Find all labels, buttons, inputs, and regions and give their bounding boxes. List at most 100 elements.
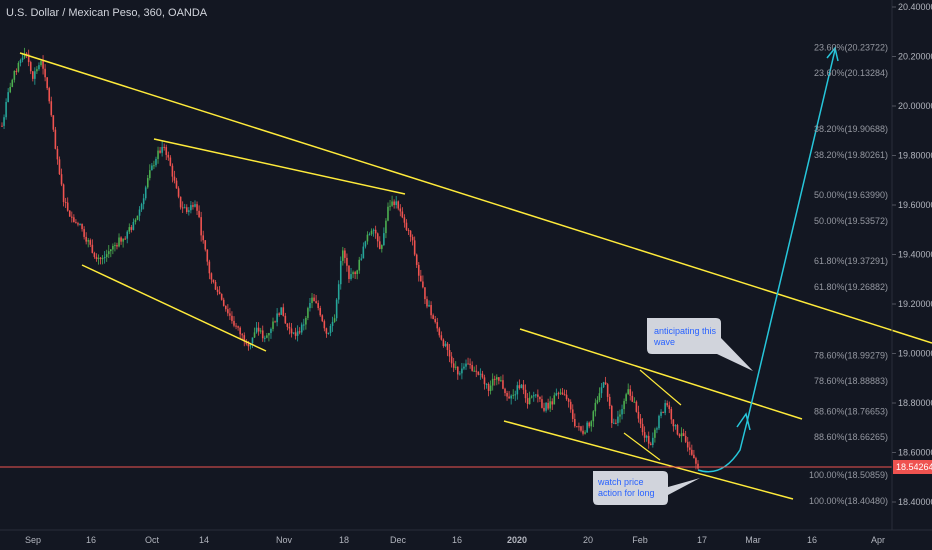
candle-body bbox=[649, 443, 652, 445]
x-axis[interactable]: Sep 16 Oct 14 Nov 18 Dec 16 2020 20 Feb 17 Mar 16 Apr bbox=[25, 535, 885, 545]
candle-body bbox=[555, 393, 558, 396]
candle-body bbox=[424, 287, 426, 300]
candle-body bbox=[454, 366, 457, 368]
candle-body bbox=[50, 101, 53, 116]
candle-body bbox=[167, 154, 170, 158]
upper-trendline-oct-dec[interactable] bbox=[153, 138, 406, 195]
candle-body bbox=[196, 204, 198, 211]
candle-body bbox=[216, 289, 219, 292]
wedge-lower-line[interactable] bbox=[623, 432, 661, 461]
candle-body bbox=[138, 209, 141, 216]
candle-body bbox=[339, 260, 342, 285]
candle-body bbox=[56, 148, 59, 160]
candle-body bbox=[508, 396, 510, 399]
channel-lower-line[interactable] bbox=[503, 420, 794, 500]
candle-body bbox=[409, 230, 412, 237]
candle-body bbox=[185, 207, 188, 212]
y-axis[interactable]: 20.40000 20.20000 20.00000 19.80000 19.60000… bbox=[892, 2, 932, 507]
candle-body bbox=[358, 259, 361, 271]
candle-body bbox=[309, 302, 311, 309]
candle-body bbox=[407, 229, 410, 231]
callout-watch-price[interactable]: watch price action for long bbox=[593, 471, 700, 505]
candle-body bbox=[467, 363, 469, 365]
candle-body bbox=[103, 257, 106, 259]
main-down-trendline[interactable] bbox=[19, 52, 932, 344]
price-tag-text: 18.54264 bbox=[896, 462, 932, 472]
candle-body bbox=[676, 425, 679, 435]
candle-body bbox=[512, 394, 515, 396]
candle-body bbox=[243, 335, 246, 342]
channel-upper-line[interactable] bbox=[519, 328, 803, 420]
candle-body bbox=[5, 101, 7, 118]
candle-body bbox=[79, 223, 81, 225]
callout-anticipating-wave[interactable]: anticipating this wave bbox=[647, 318, 753, 371]
candle-body bbox=[93, 252, 96, 257]
candle-body bbox=[313, 297, 315, 302]
candle-body bbox=[25, 53, 28, 55]
candle-body bbox=[153, 165, 155, 167]
y-tick-label: 19.40000 bbox=[898, 250, 932, 260]
candle-body bbox=[588, 422, 590, 427]
candle-body bbox=[95, 256, 98, 260]
candle-body bbox=[85, 236, 87, 242]
y-tick-label: 20.20000 bbox=[898, 52, 932, 62]
candle-body bbox=[66, 202, 69, 211]
candle-body bbox=[42, 61, 44, 69]
y-tick-label: 19.00000 bbox=[898, 349, 932, 359]
candle-body bbox=[272, 321, 274, 329]
candle-body bbox=[165, 147, 168, 155]
candle-body bbox=[561, 392, 564, 395]
candle-body bbox=[489, 385, 492, 391]
candle-body bbox=[586, 422, 588, 433]
candle-body bbox=[571, 409, 574, 419]
candle-body bbox=[619, 414, 621, 417]
candle-body bbox=[292, 332, 295, 334]
candle-body bbox=[387, 206, 389, 221]
candle-body bbox=[629, 389, 632, 396]
candle-body bbox=[401, 211, 404, 218]
candle-body bbox=[144, 187, 147, 199]
candle-body bbox=[446, 343, 449, 351]
candle-body bbox=[54, 129, 57, 149]
candle-body bbox=[44, 68, 46, 78]
y-tick-label: 19.60000 bbox=[898, 200, 932, 210]
x-tick-label: Nov bbox=[276, 535, 293, 545]
candle-body bbox=[422, 281, 424, 288]
candle-body bbox=[413, 240, 416, 255]
candle-body bbox=[214, 281, 217, 290]
candle-body bbox=[266, 335, 268, 338]
candle-body bbox=[17, 62, 20, 72]
candle-body bbox=[274, 321, 276, 323]
lower-trendline-sep-nov[interactable] bbox=[81, 264, 267, 352]
candle-body bbox=[576, 426, 578, 428]
candle-body bbox=[286, 323, 289, 327]
candle-body bbox=[483, 377, 486, 385]
candle-body bbox=[510, 395, 512, 399]
candle-body bbox=[317, 303, 319, 309]
candle-body bbox=[350, 274, 352, 279]
x-tick-label: Sep bbox=[25, 535, 41, 545]
candle-body bbox=[440, 335, 443, 340]
candle-body bbox=[177, 188, 180, 197]
candle-body bbox=[52, 115, 55, 130]
candle-body bbox=[428, 305, 430, 307]
candle-body bbox=[202, 235, 205, 241]
candle-body bbox=[668, 405, 671, 409]
candle-body bbox=[495, 377, 498, 380]
candle-body bbox=[290, 328, 293, 334]
wedge-upper-line[interactable] bbox=[639, 369, 682, 406]
candle-body bbox=[101, 258, 104, 260]
candle-body bbox=[329, 325, 332, 333]
candle-body bbox=[637, 411, 640, 419]
candle-body bbox=[116, 245, 118, 247]
candle-body bbox=[311, 297, 313, 303]
candle-body bbox=[134, 219, 137, 222]
candle-body bbox=[625, 394, 627, 402]
candle-body bbox=[383, 233, 385, 246]
projection-arrow-path[interactable] bbox=[697, 49, 836, 473]
candle-body bbox=[124, 238, 126, 240]
candle-body bbox=[161, 146, 163, 153]
candle-body bbox=[34, 71, 36, 79]
fib-level-label: 100.00%(18.40480) bbox=[809, 496, 888, 506]
